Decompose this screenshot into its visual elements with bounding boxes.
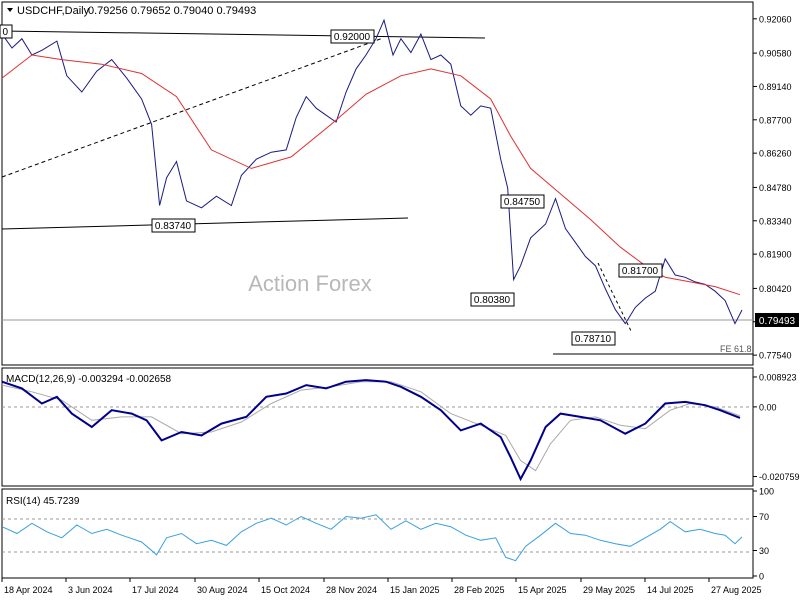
price-panel-frame: [1, 1, 754, 366]
y-tick-label: -0.020759: [759, 472, 800, 482]
annotation-label: 0.84750: [504, 197, 541, 208]
chart-header-ohlc: 0.79256 0.79652 0.79040 0.79493: [88, 5, 256, 17]
x-tick-label: 15 Jan 2025: [390, 585, 440, 595]
annotation-box: [470, 292, 515, 307]
annotation-box: [0, 24, 13, 39]
annotation-box: [618, 263, 663, 278]
y-tick-label: 0.00: [759, 402, 777, 412]
trendline-top: [1, 30, 486, 39]
macd-y-axis: 0.008923 0.00 -0.020759: [753, 372, 800, 482]
y-tick-label: 0: [759, 572, 764, 582]
y-tick-label: 0.86260: [759, 149, 792, 159]
macd-signal-series: [1, 381, 741, 472]
x-tick-label: 18 Apr 2024: [4, 585, 53, 595]
macd-panel-frame: [1, 367, 754, 487]
x-tick-label: 17 Jul 2024: [132, 585, 179, 595]
trendline-dashed-channel: [1, 37, 384, 178]
x-tick-label: 15 Apr 2025: [518, 585, 567, 595]
y-tick-label: 0.87700: [759, 115, 792, 125]
annotation-box: [500, 194, 545, 209]
rsi-panel-frame: [1, 488, 754, 579]
annotation-label: 0.80380: [474, 295, 511, 306]
annotation-label: 0.83740: [155, 221, 192, 232]
x-tick-label: 3 Jun 2024: [68, 585, 113, 595]
trendline-bottom: [1, 217, 409, 230]
y-tick-label: 0.90580: [759, 49, 792, 59]
y-tick-label: 70: [759, 512, 769, 522]
y-tick-label: 0.92060: [759, 14, 792, 24]
y-tick-label: 0.89140: [759, 82, 792, 92]
rsi-series: [1, 514, 743, 562]
annotation-box: [330, 29, 375, 44]
annotation-label: 0.78710: [575, 334, 612, 345]
x-tick-label: 30 Aug 2024: [197, 585, 248, 595]
annotation-label: 0.92000: [334, 32, 371, 43]
chart-header-symbol: USDCHF,Daily: [17, 5, 90, 17]
macd-title: MACD(12,26,9) -0.003294 -0.002658: [6, 374, 172, 385]
x-tick-label: 15 Oct 2024: [261, 585, 310, 595]
dropdown-triangle-icon[interactable]: [7, 8, 13, 12]
y-tick-label: 0.77540: [759, 351, 792, 361]
rsi-panel: [1, 514, 743, 562]
rsi-y-axis: 100 70 30 0: [753, 487, 774, 582]
price-y-axis: 0.92060 0.90580 0.89140 0.87700 0.86260 0.847…: [753, 14, 792, 361]
last-price-badge: [755, 313, 799, 327]
x-tick-label: 14 Jul 2025: [647, 585, 694, 595]
x-tick-label: 28 Feb 2025: [454, 585, 505, 595]
y-tick-label: 0.83340: [759, 216, 792, 226]
y-tick-label: 30: [759, 546, 769, 556]
y-tick-label: 100: [759, 487, 774, 497]
price-annotations: 0 0.92000 0.83740 0.84750 0.80380 0.7871…: [0, 24, 752, 354]
watermark: Action Forex: [248, 271, 372, 296]
y-tick-label: 0.80420: [759, 284, 792, 294]
annotation-label: 0.81700: [622, 266, 659, 277]
macd-panel: [1, 379, 741, 482]
y-tick-label: 0.008923: [759, 372, 797, 382]
fe-label: FE 61.8: [720, 344, 752, 354]
last-price-label: 0.79493: [759, 316, 796, 327]
price-series: [1, 18, 743, 325]
annotation-box: [571, 331, 616, 346]
rsi-title: RSI(14) 45.7239: [6, 496, 80, 507]
y-tick-label: 0.81900: [759, 250, 792, 260]
annotation-box: [151, 218, 196, 233]
annotation-label-edge: 0: [2, 27, 8, 38]
x-axis: 18 Apr 2024 3 Jun 2024 17 Jul 2024 30 Aug 2…: [1, 578, 762, 595]
x-tick-label: 27 Aug 2025: [711, 585, 762, 595]
trendline-dashed-fe: [597, 262, 633, 334]
x-tick-label: 28 Nov 2024: [326, 585, 377, 595]
y-tick-label: 0.84780: [759, 183, 792, 193]
x-tick-label: 29 May 2025: [583, 585, 635, 595]
macd-line-series: [1, 379, 741, 482]
